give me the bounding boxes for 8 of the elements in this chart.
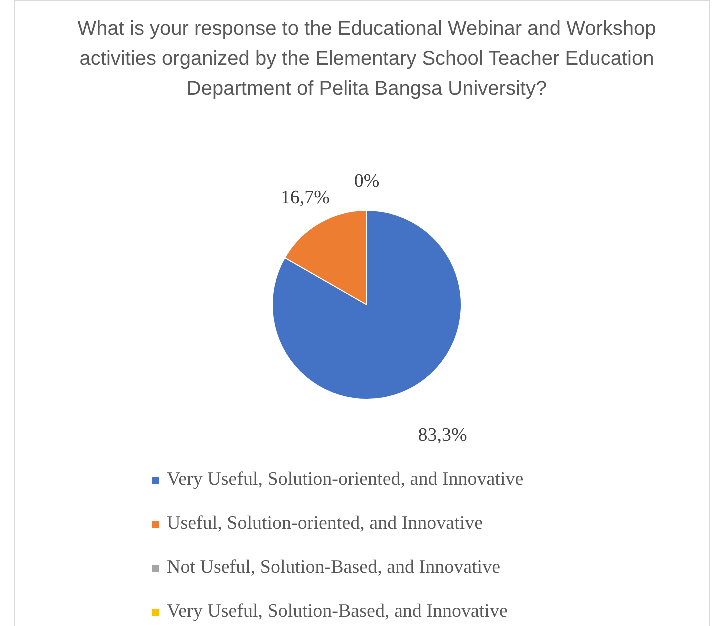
legend-label: Very Useful, Solution-oriented, and Innovative [167, 468, 524, 492]
legend-label: Not Useful, Solution-Based, and Innovative [167, 556, 501, 580]
data-label: 16,7% [280, 188, 330, 209]
legend-label: Useful, Solution-oriented, and Innovative [167, 512, 484, 536]
data-label: 83,3% [418, 424, 468, 446]
chart-title: What is your response to the Educational Webinar and Workshop activities organized by the Elementary School Teacher Education Department of Pelita Bangsa University? [76, 17, 658, 102]
legend-label: Very Useful, Solution-Based, and Innovative [167, 600, 508, 624]
text: 0% [354, 171, 380, 192]
